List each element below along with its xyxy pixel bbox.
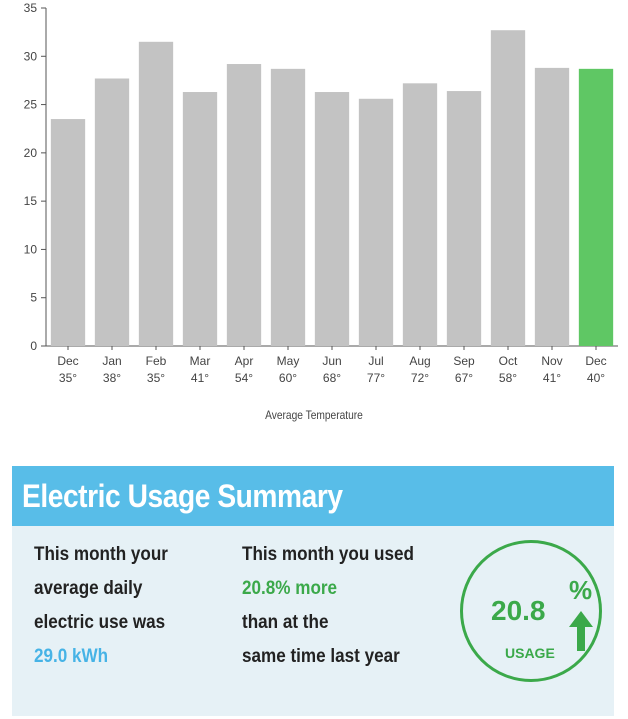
y-tick-label: 5	[30, 291, 37, 305]
temperature-label: 60°	[279, 371, 297, 385]
y-tick-label: 15	[24, 194, 38, 208]
temperature-label: 77°	[367, 371, 385, 385]
bar	[138, 41, 174, 347]
bar	[182, 92, 218, 346]
x-tick-label: Apr	[235, 354, 254, 368]
x-tick-label: May	[277, 354, 300, 368]
temperature-label: 72°	[411, 371, 429, 385]
up-arrow-icon	[569, 611, 593, 651]
usage-bar-chart: 0 5 10 15 20 25 30 35 Dec 35° Jan 38° Feb 35° Mar 41° Ap…	[24, 1, 618, 385]
y-tick-label: 35	[24, 1, 38, 15]
bar	[578, 68, 614, 346]
gauge-percent-sign: %	[569, 575, 593, 605]
daily-use-line-1: This month your	[34, 544, 168, 565]
comparison-block: This month you used 20.8% more than at t…	[242, 538, 433, 674]
gauge-value: 20.8	[491, 595, 546, 626]
x-tick-label: Jul	[368, 354, 383, 368]
x-tick-label: Mar	[190, 354, 211, 368]
bar	[446, 91, 482, 347]
gauge-label: USAGE	[505, 645, 555, 661]
summary-title: Electric Usage Summary	[22, 477, 343, 514]
comparison-line-1: This month you used	[242, 544, 414, 565]
daily-use-line-2: average daily	[34, 578, 143, 599]
temperature-label: 40°	[587, 371, 605, 385]
comparison-value: 20.8% more	[242, 578, 338, 599]
x-tick-label: Dec	[585, 354, 606, 368]
daily-use-line-3: electric use was	[34, 612, 166, 633]
y-tick-label: 20	[24, 146, 38, 160]
bar	[358, 98, 394, 346]
temperature-label: 54°	[235, 371, 253, 385]
bar	[534, 67, 570, 347]
temperature-label: 58°	[499, 371, 517, 385]
x-axis-label: Average Temperature	[265, 408, 363, 422]
temperature-label: 41°	[543, 371, 561, 385]
comparison-line-4: same time last year	[242, 646, 400, 667]
x-tick-label: Aug	[409, 354, 430, 368]
bar	[270, 68, 306, 346]
bar	[314, 92, 350, 346]
temperature-label: 35°	[59, 371, 77, 385]
x-tick-label: Jun	[322, 354, 341, 368]
bar	[402, 83, 438, 346]
bar	[50, 119, 86, 346]
x-tick-label: Oct	[499, 354, 518, 368]
temperature-label: 35°	[147, 371, 165, 385]
x-tick-label: Feb	[146, 354, 167, 368]
x-tick-label: Sep	[453, 354, 475, 368]
temperature-label: 38°	[103, 371, 121, 385]
daily-use-block: This month your average daily electric u…	[34, 538, 183, 674]
usage-gauge: 20.8 % USAGE	[460, 540, 602, 682]
daily-use-value: 29.0 kWh	[34, 646, 109, 667]
x-tick-label: Dec	[57, 354, 78, 368]
x-tick-label: Jan	[102, 354, 121, 368]
temperature-label: 41°	[191, 371, 209, 385]
temperature-label: 67°	[455, 371, 473, 385]
y-tick-label: 0	[30, 339, 37, 353]
bar	[94, 78, 130, 347]
bar	[226, 64, 262, 347]
y-tick-label: 10	[24, 242, 38, 256]
y-tick-label: 30	[24, 49, 38, 63]
x-tick-label: Nov	[541, 354, 562, 368]
summary-header: Electric Usage Summary	[12, 466, 614, 526]
temperature-label: 68°	[323, 371, 341, 385]
bar	[490, 30, 526, 347]
y-tick-label: 25	[24, 98, 38, 112]
comparison-line-3: than at the	[242, 612, 329, 633]
usage-summary-panel: Electric Usage Summary This month your a…	[12, 466, 614, 716]
